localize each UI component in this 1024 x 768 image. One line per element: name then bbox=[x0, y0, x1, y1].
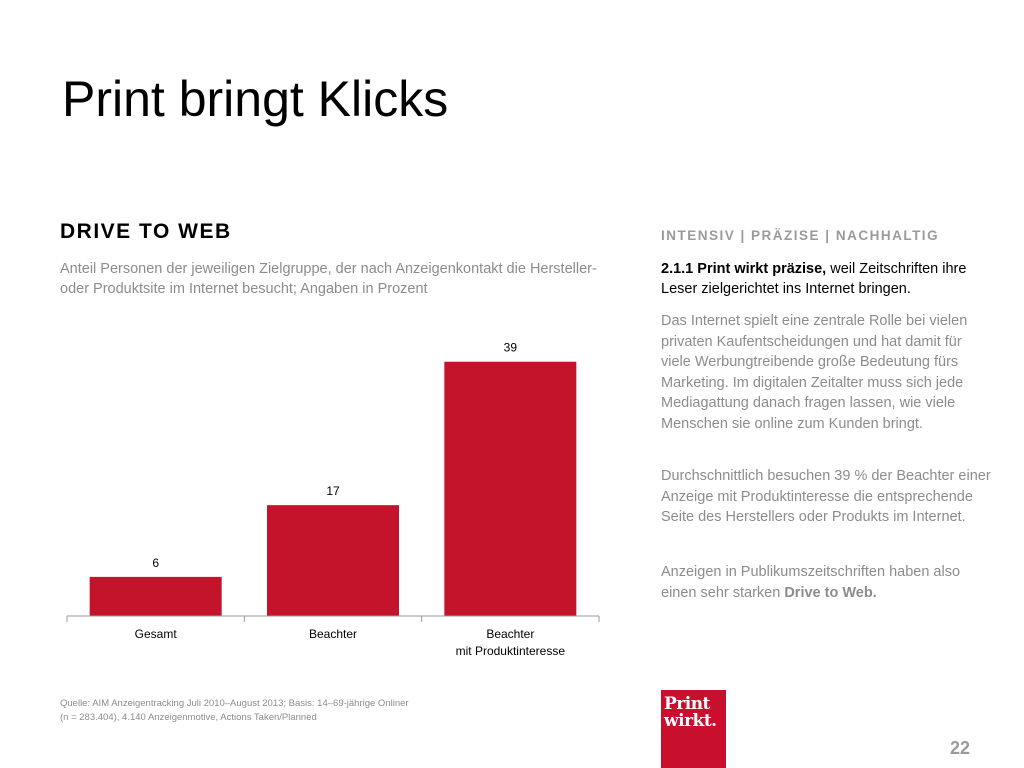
bar-3 bbox=[444, 361, 577, 616]
bar-1 bbox=[89, 576, 222, 616]
x-tick-label-1-1: Gesamt bbox=[135, 627, 178, 641]
section-heading: DRIVE TO WEB bbox=[60, 220, 232, 243]
sidebar-paragraph-2: Durchschnittlich besuchen 39 % der Beach… bbox=[661, 468, 991, 525]
page-number: 22 bbox=[950, 738, 971, 758]
bar-2 bbox=[267, 505, 399, 616]
data-label-1: 6 bbox=[152, 556, 159, 570]
source-line-1: Quelle: AIM Anzeigentracking Juli 2010–A… bbox=[60, 698, 409, 709]
sidebar-heading: INTENSIV | PRÄZISE | NACHHALTIG bbox=[661, 228, 940, 243]
sidebar-lead-rest: weil Zeitschriften ihre Leser zielgerich… bbox=[661, 261, 967, 297]
sidebar-paragraph-3: Anzeigen in Publikumszeitschriften haben… bbox=[661, 562, 991, 603]
source-note: Quelle: AIM Anzeigentracking Juli 2010–A… bbox=[60, 697, 480, 725]
print-wirkt-logo: Print wirkt. bbox=[661, 690, 726, 768]
x-tick-label-3-1: Beachter bbox=[486, 627, 534, 641]
sidebar-lead-bold: 2.1.1 Print wirkt präzise, bbox=[661, 261, 827, 277]
data-label-3: 39 bbox=[504, 341, 518, 355]
logo-line-1: Print bbox=[664, 694, 710, 714]
chart-subtitle: Anteil Personen der jeweiligen Zielgrupp… bbox=[60, 261, 597, 297]
x-tick-label-3-2: mit Produktinteresse bbox=[456, 644, 566, 658]
data-label-2: 17 bbox=[326, 484, 340, 498]
sidebar-paragraph-1: Das Internet spielt eine zentrale Rolle … bbox=[661, 313, 968, 432]
sidebar-paragraph-3-start: Anzeigen in Publikumszeitschriften haben… bbox=[661, 564, 961, 601]
sidebar-paragraph-3-bold: Drive to Web. bbox=[784, 584, 877, 601]
x-tick-label-2-1: Beachter bbox=[309, 627, 357, 641]
page-title: Print bringt Klicks bbox=[62, 71, 449, 127]
sidebar-lead: 2.1.1 Print wirkt präzise, weil Zeitschr… bbox=[661, 259, 991, 299]
source-line-2: (n = 283.404), 4.140 Anzeigenmotive, Act… bbox=[60, 712, 317, 723]
logo-line-2: wirkt. bbox=[664, 711, 717, 731]
